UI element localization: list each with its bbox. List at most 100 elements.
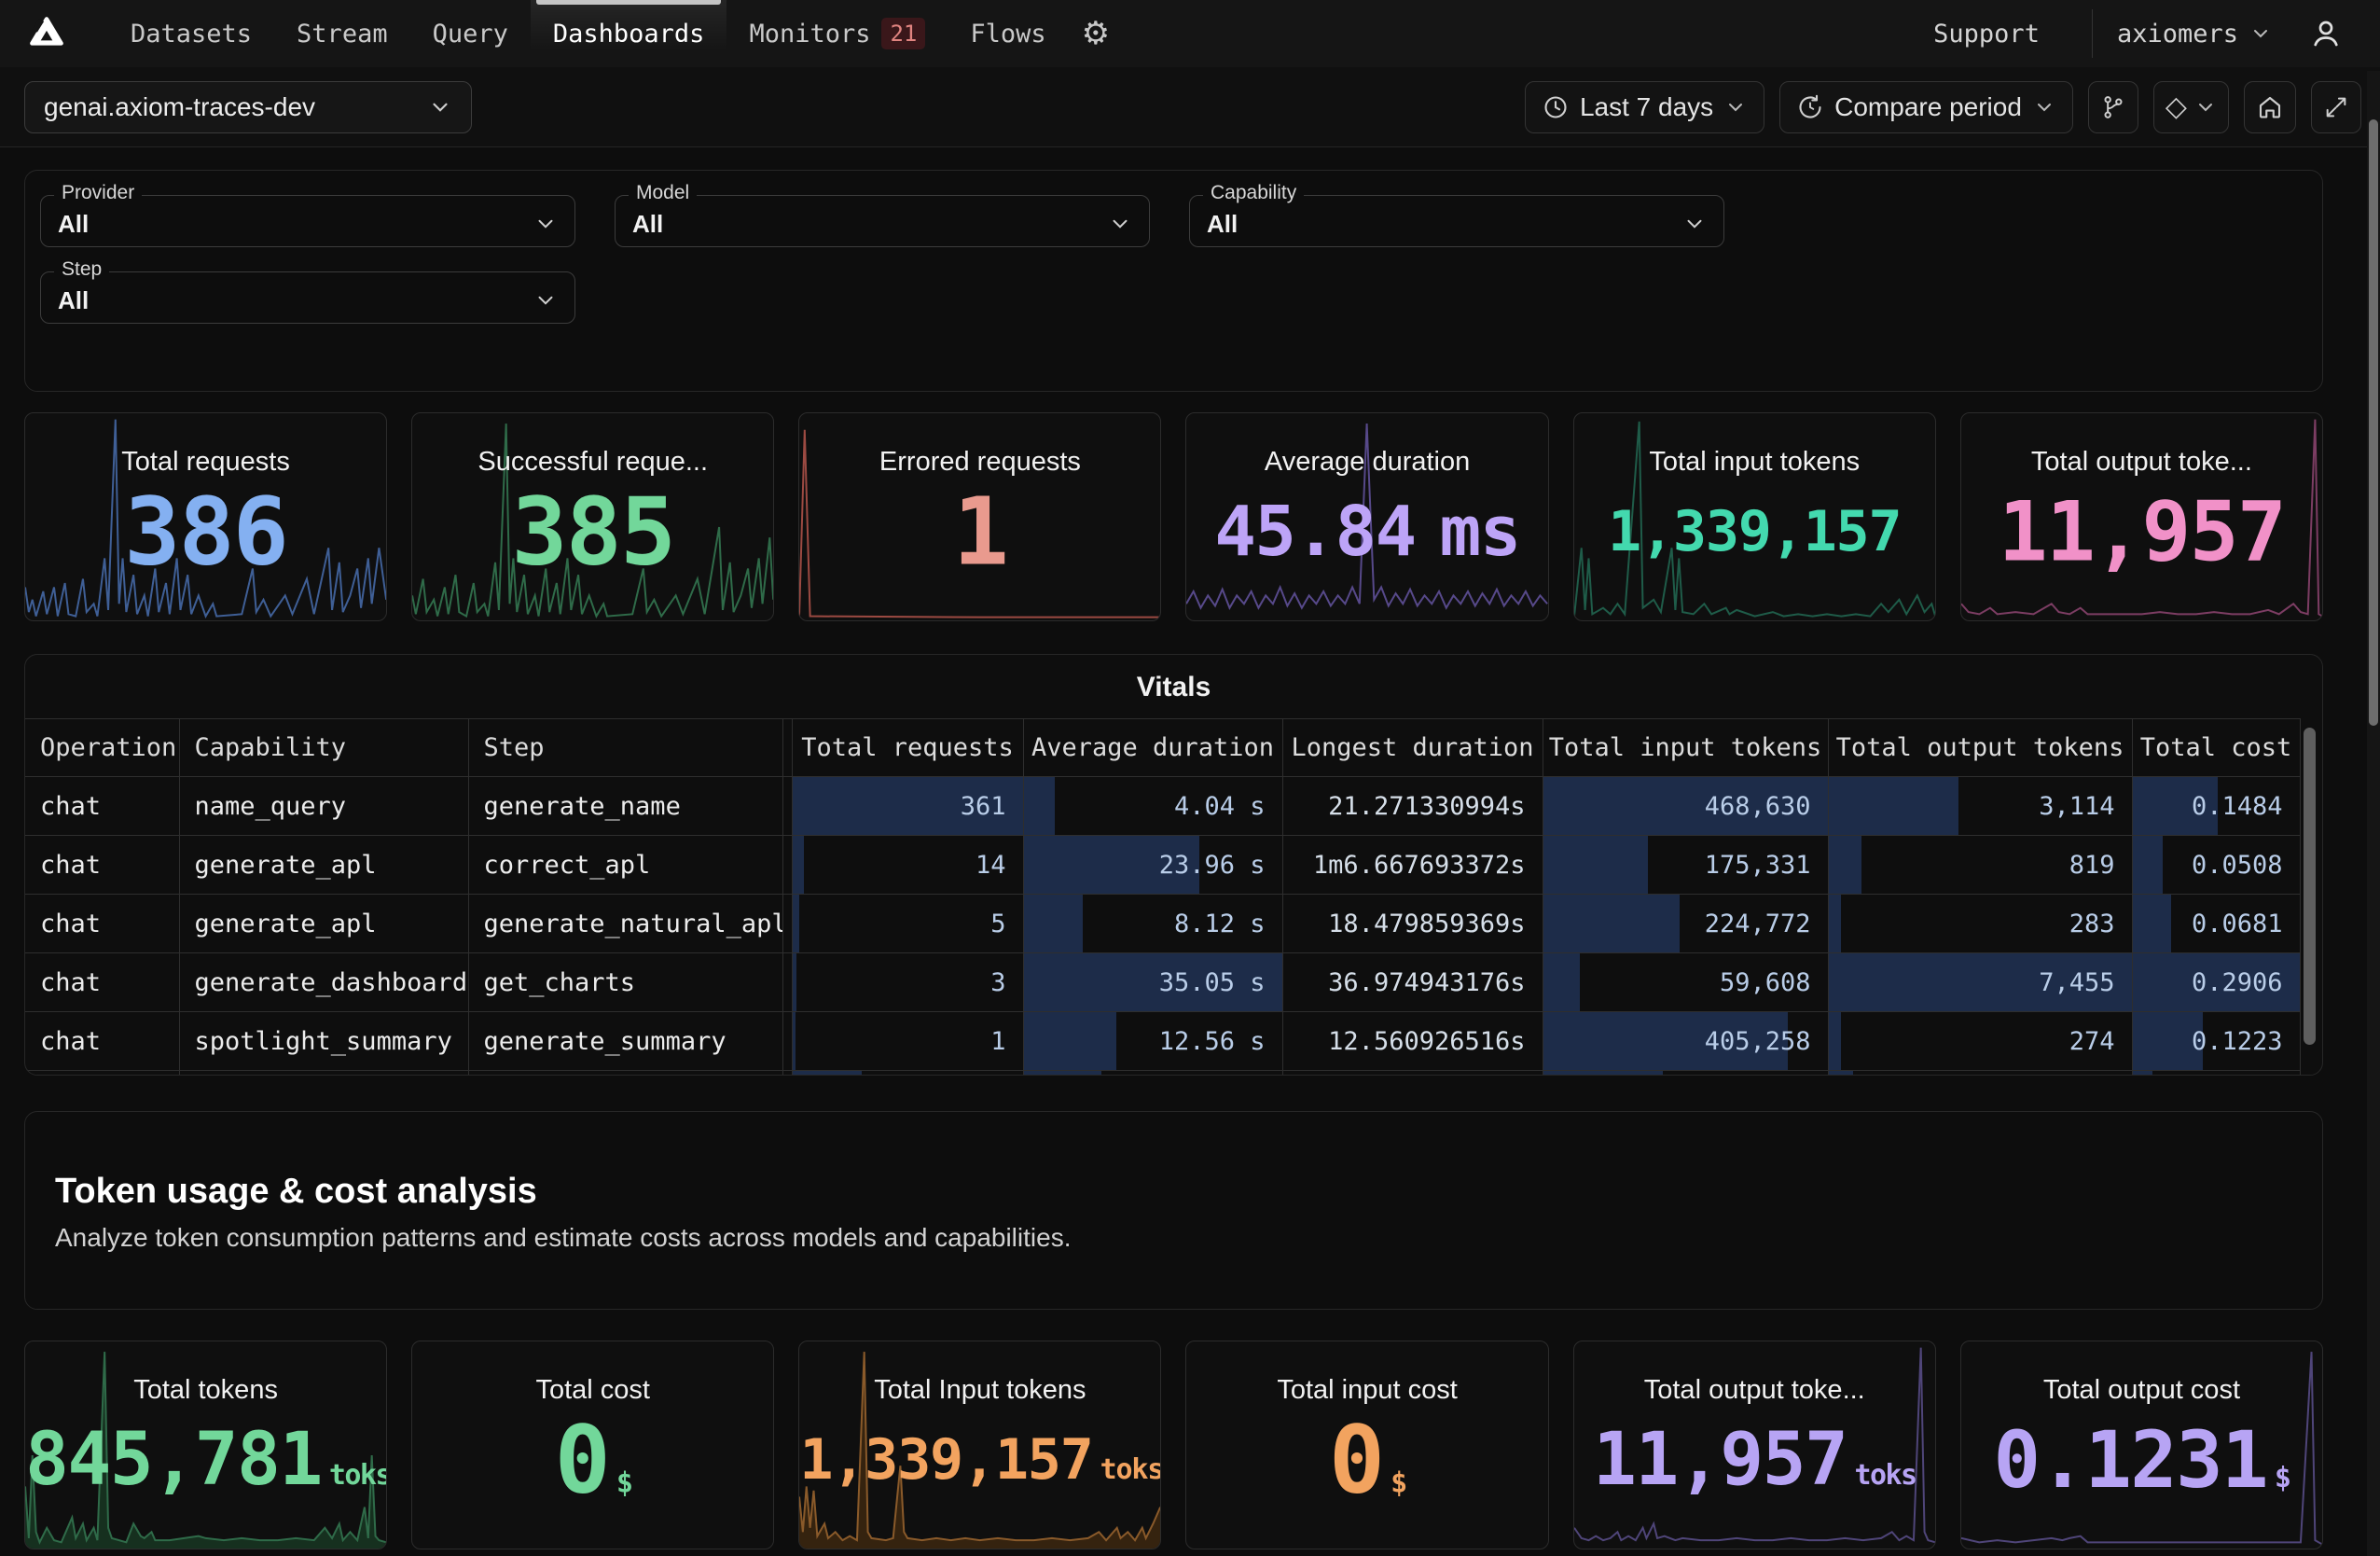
chevron-down-icon (2194, 96, 2217, 118)
table-row[interactable]: chat spotlight_summary generate_summary … (25, 1011, 2301, 1071)
stat-value: 11,957 (1998, 483, 2287, 580)
unit-suffix: $ (2274, 1461, 2291, 1494)
col-header-operation[interactable]: Operation (25, 718, 180, 777)
chevron-down-icon (428, 95, 452, 119)
stat-card-total-requests[interactable]: Total requests 386 (24, 412, 388, 621)
nav-right: Support axiomers (1905, 0, 2343, 67)
version-branch-button[interactable] (2087, 80, 2138, 133)
nav-item-dashboards[interactable]: Dashboards (530, 0, 727, 67)
filters-panel: Provider All Model All Capability All (24, 170, 2323, 392)
nav-divider (2091, 9, 2093, 58)
stat-card-total-input-tokens[interactable]: Total Input tokens 1,339,157 toks (798, 1341, 1162, 1549)
page-scrollbar-thumb[interactable] (2369, 119, 2378, 726)
stat-value: 45.84 ms (1214, 491, 1521, 572)
sparkline-chart (1961, 1341, 2322, 1549)
diamond-icon: ◇ (2165, 90, 2187, 122)
stat-card-total-output-cost[interactable]: Total output cost 0.1231 $ (1959, 1341, 2323, 1549)
stat-card-total-output-tokens[interactable]: Total output toke... 11,957 toks (1572, 1341, 1936, 1549)
support-link[interactable]: Support (1933, 19, 2040, 49)
stat-value: 1,339,157 toks (799, 1426, 1162, 1493)
stat-value: 385 (511, 477, 676, 587)
capability-filter[interactable]: Capability All (1189, 182, 1724, 247)
nav-item-flows[interactable]: Flows (970, 19, 1046, 49)
sparkline-chart (1186, 413, 1547, 620)
nav-item-query[interactable]: Query (432, 19, 508, 49)
col-header-total-input-tokens[interactable]: Total input tokens (1542, 718, 1829, 777)
stat-value: 1 (952, 477, 1009, 587)
chevron-down-icon (533, 212, 558, 236)
token-usage-panel: Token usage & cost analysis Analyze toke… (24, 1111, 2323, 1310)
compare-period-button[interactable]: Compare period (1779, 80, 2073, 133)
col-header-total-requests[interactable]: Total requests (791, 718, 1024, 777)
table-scrollbar-thumb[interactable] (2304, 728, 2316, 1045)
col-header-step[interactable]: Step (467, 718, 783, 777)
dataset-select[interactable]: genai.axiom-traces-dev (24, 80, 472, 133)
stat-cards-row: Total requests 386 Successful reque... 3… (24, 412, 2323, 621)
table-row-clipped[interactable] (25, 1070, 2301, 1075)
col-header-total-cost[interactable]: Total cost (2131, 718, 2301, 777)
user-profile-icon[interactable] (2309, 17, 2343, 50)
col-header-longest-duration[interactable]: Longest duration (1281, 718, 1543, 777)
nav-items: Datasets Stream Query Dashboards Monitor… (108, 0, 1110, 67)
stat-value: 845,781 toks (25, 1418, 386, 1502)
stat-card-total-tokens[interactable]: Total tokens 845,781 toks (24, 1341, 388, 1549)
table-row[interactable]: chat generate_apl generate_natural_apl 5… (25, 894, 2301, 953)
clock-icon (1543, 94, 1569, 120)
stat-card-total-cost[interactable]: Total cost 0 $ (411, 1341, 775, 1549)
provider-filter[interactable]: Provider All (40, 182, 575, 247)
table-row[interactable]: chat generate_dashboard get_charts 3 35.… (25, 952, 2301, 1012)
sparkline-chart (1574, 413, 1935, 620)
sparkline-chart (412, 413, 773, 620)
cost-cards-row: Total tokens 845,781 toks Total cost 0 $ T… (24, 1341, 2323, 1549)
stat-value: 386 (124, 477, 289, 587)
unit-suffix: toks (328, 1458, 388, 1492)
monitors-count-badge: 21 (881, 18, 926, 49)
annotations-button[interactable]: ◇ (2152, 80, 2229, 133)
table-header-row: Operation Capability Step Total requests… (25, 718, 2301, 777)
stat-value: 1,339,157 (1608, 498, 1903, 564)
home-button[interactable] (2244, 80, 2296, 133)
sparkline-chart (25, 1341, 387, 1549)
stat-card-total-input-cost[interactable]: Total input cost 0 $ (1185, 1341, 1549, 1549)
stat-value: 0 $ (1328, 1405, 1407, 1515)
stat-card-total-output-tokens[interactable]: Total output toke... 11,957 (1959, 412, 2323, 621)
vitals-panel: Vitals Operation Capability Step Total r… (24, 654, 2323, 1076)
step-filter[interactable]: Step All (40, 258, 575, 324)
nav-item-monitors[interactable]: Monitors 21 (726, 0, 948, 67)
nav-item-datasets[interactable]: Datasets (131, 19, 253, 49)
unit-suffix: $ (616, 1466, 633, 1500)
chevron-down-icon (2033, 96, 2055, 118)
vitals-table: Operation Capability Step Total requests… (25, 718, 2301, 1075)
chevron-down-icon (1682, 212, 1707, 236)
fullscreen-button[interactable] (2311, 80, 2361, 133)
vitals-title: Vitals (1136, 672, 1211, 702)
col-header-total-output-tokens[interactable]: Total output tokens (1827, 718, 2133, 777)
axiom-logo-icon[interactable] (26, 13, 67, 54)
unit-suffix: toks (1854, 1458, 1917, 1492)
sparkline-chart (1961, 413, 2322, 620)
table-row[interactable]: chat name_query generate_name 361 4.04 s… (25, 776, 2301, 836)
stat-card-total-input-tokens[interactable]: Total input tokens 1,339,157 (1572, 412, 1936, 621)
model-filter[interactable]: Model All (615, 182, 1150, 247)
sparkline-chart (25, 413, 386, 620)
dashboard-toolbar: genai.axiom-traces-dev Last 7 days Compa… (0, 67, 2380, 147)
org-menu[interactable]: axiomers (2117, 20, 2309, 49)
settings-gear-icon[interactable]: ⚙ (1081, 16, 1111, 51)
toolbar-right: Last 7 days Compare period ◇ (1524, 80, 2361, 133)
col-header-average-duration[interactable]: Average duration (1022, 718, 1283, 777)
sparkline-chart (1574, 1341, 1935, 1549)
expand-arrows-icon (2323, 94, 2349, 120)
table-row[interactable]: chat generate_apl correct_apl 14 23.96 s… (25, 835, 2301, 895)
section-description: Analyze token consumption patterns and e… (55, 1223, 1072, 1252)
nav-item-stream[interactable]: Stream (297, 19, 388, 49)
time-range-button[interactable]: Last 7 days (1524, 80, 1765, 133)
stat-card-average-duration[interactable]: Average duration 45.84 ms (1185, 412, 1549, 621)
home-icon (2256, 93, 2284, 121)
stat-card-successful-requests[interactable]: Successful reque... 385 (411, 412, 775, 621)
stat-card-errored-requests[interactable]: Errored requests 1 (798, 412, 1162, 621)
col-header-capability[interactable]: Capability (178, 718, 469, 777)
chevron-down-icon (1724, 96, 1747, 118)
chevron-down-icon (533, 288, 558, 313)
stat-value: 0.1231 $ (1993, 1413, 2291, 1506)
unit-suffix: toks (1100, 1452, 1162, 1486)
